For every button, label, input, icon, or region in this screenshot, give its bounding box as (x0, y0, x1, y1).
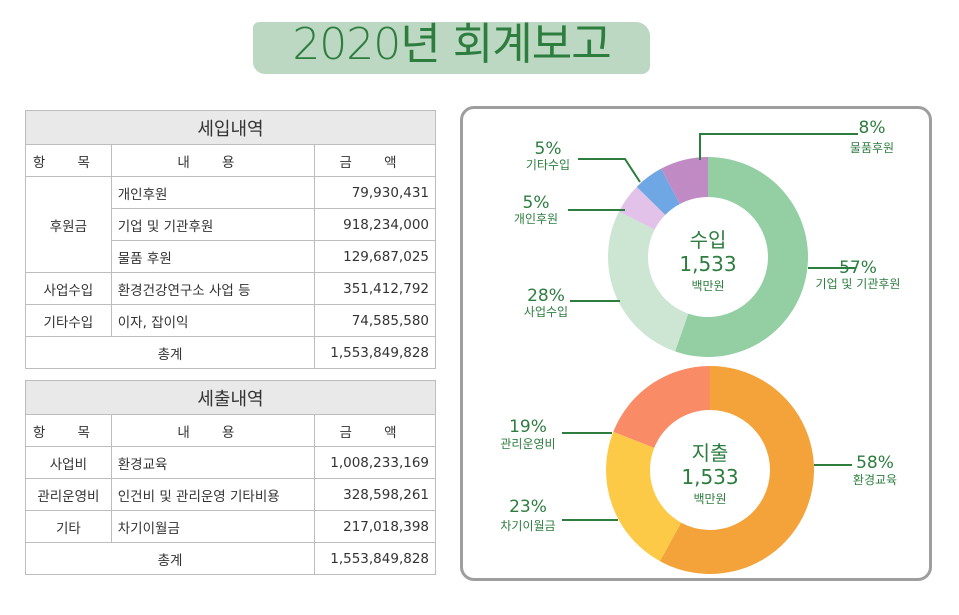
expense-content: 차기이월금 (110, 510, 316, 543)
donut-slice (636, 168, 680, 215)
donut-slice (661, 157, 708, 205)
slice-percent-label: 19% (509, 417, 547, 437)
total-row: 총계 1,553,849,828 (24, 336, 436, 369)
income-item: 기타수입 (25, 304, 112, 337)
expense-content: 환경교육 (110, 446, 316, 479)
header-amount: 금 액 (314, 414, 436, 447)
header-content: 내 용 (110, 414, 316, 447)
donut-center-value: 1,533 (681, 465, 738, 489)
expense-item: 사업비 (25, 446, 112, 479)
table-row: 기타 차기이월금 217,018,398 (25, 510, 436, 543)
expense-caption: 세출내역 (25, 380, 436, 415)
slice-name-label: 개인후원 (514, 212, 558, 226)
income-amount: 129,687,025 (314, 240, 436, 273)
donut-slice (606, 431, 682, 562)
expense-item: 관리운영비 (25, 478, 112, 511)
donut-center-unit: 백만원 (691, 279, 724, 293)
leader-line (699, 133, 858, 160)
donut-slice (618, 186, 666, 230)
slice-name-label: 관리운영비 (500, 437, 555, 451)
slice-percent-label: 23% (509, 497, 547, 517)
donut-center-title: 수입 (690, 228, 727, 252)
income-total-amount: 1,553,849,828 (314, 336, 436, 369)
expense-amount: 328,598,261 (314, 478, 436, 511)
slice-percent-label: 5% (535, 139, 562, 159)
slice-percent-label: 28% (527, 286, 565, 306)
table-row: 물품 후원 129,687,025 (26, 240, 436, 273)
slice-percent-label: 58% (856, 453, 894, 473)
income-caption: 세입내역 (25, 110, 436, 145)
income-content: 개인후원 (110, 176, 316, 209)
table-row: 사업비 환경교육 1,008,233,169 (25, 446, 436, 479)
slice-percent-label: 57% (839, 258, 877, 278)
income-amount: 74,585,580 (314, 304, 436, 337)
expense-amount: 1,008,233,169 (314, 446, 436, 479)
donut-slice (608, 211, 689, 352)
income-content: 이자, 잡이익 (110, 304, 316, 337)
slice-percent-label: 5% (523, 193, 550, 213)
expense-table: 세출내역 항 목 내 용 금 액 사업비 환경교육 1,008,233,169 … (24, 380, 436, 575)
slice-name-label: 환경교육 (853, 473, 897, 487)
table-row: 기타수입 이자, 잡이익 74,585,580 (25, 304, 436, 337)
income-content: 기업 및 기관후원 (110, 208, 316, 241)
header-item: 항 목 (25, 144, 112, 177)
donut-center-value: 1,533 (679, 252, 736, 276)
donut-slice (659, 366, 815, 574)
slice-name-label: 사업수입 (524, 305, 568, 319)
total-row: 총계 1,553,849,828 (24, 542, 436, 575)
income-content: 물품 후원 (110, 240, 316, 273)
income-total-label: 총계 (24, 336, 316, 369)
income-amount: 351,412,792 (314, 272, 436, 305)
slice-name-label: 차기이월금 (500, 519, 555, 533)
table-row: 후원금 개인후원 79,930,431 (25, 176, 436, 273)
income-item: 사업수입 (25, 272, 112, 305)
expense-content: 인건비 및 관리운영 기타비용 (110, 478, 316, 511)
donut-slice (675, 157, 809, 358)
donut-slice (613, 366, 710, 448)
income-content: 환경건강연구소 사업 등 (110, 272, 316, 305)
page-title: 2020년 회계보고 (292, 19, 611, 70)
table-row: 관리운영비 인건비 및 관리운영 기타비용 328,598,261 (25, 478, 436, 511)
income-group-label: 후원금 (25, 176, 112, 273)
donut-center-title: 지출 (692, 441, 729, 465)
expense-total-amount: 1,553,849,828 (314, 542, 436, 575)
table-row: 기업 및 기관후원 918,234,000 (26, 208, 436, 241)
header-amount: 금 액 (314, 144, 436, 177)
income-table: 세입내역 항 목 내 용 금 액 후원금 개인후원 79,930,431 기업 … (24, 110, 436, 369)
slice-name-label: 기업 및 기관후원 (816, 277, 901, 291)
leader-line (578, 158, 641, 183)
slice-name-label: 물품후원 (850, 141, 894, 155)
table-row: 사업수입 환경건강연구소 사업 등 351,412,792 (25, 272, 436, 305)
slice-percent-label: 8% (859, 118, 886, 138)
slice-name-label: 기타수입 (526, 158, 570, 172)
expense-total-label: 총계 (24, 542, 316, 575)
title-highlight (253, 22, 650, 74)
income-amount: 918,234,000 (314, 208, 436, 241)
donut-center-unit: 백만원 (693, 492, 726, 506)
